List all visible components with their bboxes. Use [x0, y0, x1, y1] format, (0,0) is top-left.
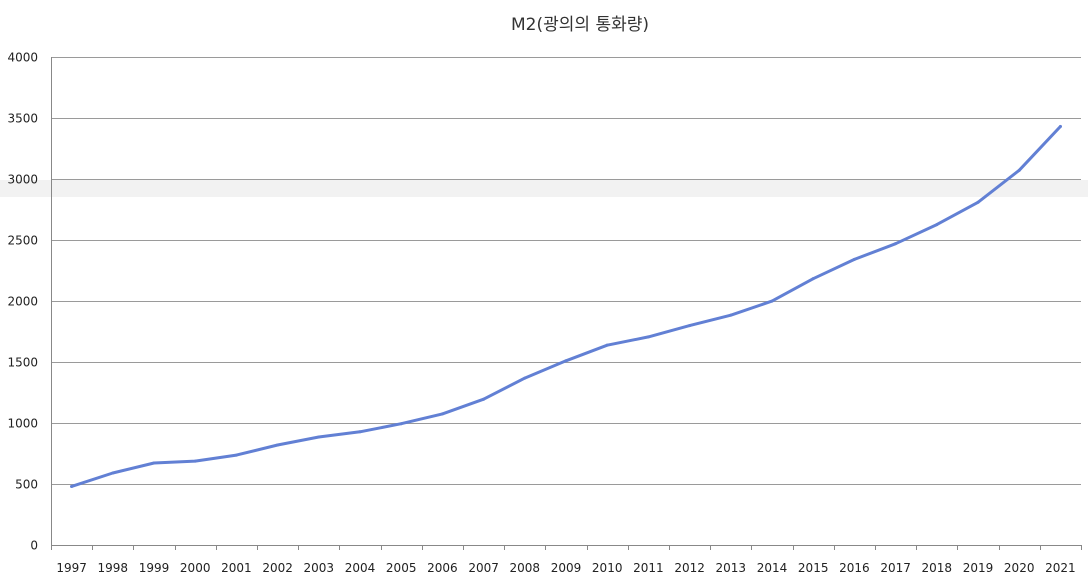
- x-tick-label: 2019: [963, 561, 994, 575]
- x-tick-label: 2002: [262, 561, 293, 575]
- chart-title: M2(광의의 통화량): [511, 15, 649, 35]
- x-tick-label: 2014: [757, 561, 788, 575]
- x-tick-label: 2010: [592, 561, 623, 575]
- data-point: [935, 223, 939, 227]
- x-tick-label: 2008: [510, 561, 541, 575]
- y-tick-label: 2000: [7, 295, 38, 309]
- x-tick-label: 2006: [427, 561, 458, 575]
- x-tick-label: 2011: [633, 561, 664, 575]
- data-point: [234, 453, 238, 457]
- x-tick-labels: 1997 1998 1999 2000 2001 2002 2003 2004 2005 2006…: [56, 561, 1075, 575]
- x-tick-label: 2016: [839, 561, 870, 575]
- data-point: [276, 443, 280, 447]
- series-group: [70, 125, 1062, 488]
- data-point: [729, 313, 733, 317]
- x-tick-label: 2017: [880, 561, 911, 575]
- x-tick-label: 1997: [56, 561, 87, 575]
- y-tick-label: 0: [30, 539, 38, 553]
- data-point: [70, 484, 74, 488]
- data-point: [1017, 168, 1021, 172]
- data-point: [894, 242, 898, 246]
- series-line: [70, 125, 1062, 488]
- x-tick-label: 2020: [1004, 561, 1035, 575]
- data-point: [193, 459, 197, 463]
- y-tick-labels: 0 500 1000 1500 2000 2500 3000 3500 4000: [7, 51, 38, 553]
- x-tick-label: 2021: [1045, 561, 1076, 575]
- y-tick-label: 4000: [7, 51, 38, 65]
- data-point: [523, 376, 527, 380]
- highlight-band: [0, 180, 1088, 197]
- data-point: [646, 335, 650, 339]
- data-point: [440, 412, 444, 416]
- x-tick-label: 2009: [551, 561, 582, 575]
- y-tick-label: 1000: [7, 417, 38, 431]
- x-tick-label: 2007: [468, 561, 499, 575]
- data-point: [564, 359, 568, 363]
- data-point: [976, 200, 980, 204]
- x-tick-label: 2018: [922, 561, 953, 575]
- data-point: [770, 299, 774, 303]
- data-point: [688, 324, 692, 328]
- x-tick-label: 2015: [798, 561, 829, 575]
- x-tick-label: 1998: [98, 561, 129, 575]
- y-tick-label: 500: [15, 478, 38, 492]
- axes: [51, 57, 1082, 550]
- data-point: [482, 397, 486, 401]
- data-point: [317, 435, 321, 439]
- x-tick-label: 2004: [345, 561, 376, 575]
- x-tick-label: 2005: [386, 561, 417, 575]
- data-point: [111, 471, 115, 475]
- data-point: [152, 461, 156, 465]
- x-tick-label: 2003: [304, 561, 335, 575]
- y-tick-label: 3000: [7, 173, 38, 187]
- y-tick-label: 1500: [7, 356, 38, 370]
- data-point: [811, 277, 815, 281]
- x-tick-label: 1999: [139, 561, 170, 575]
- y-tick-label: 3500: [7, 112, 38, 126]
- x-tick-label: 2000: [180, 561, 211, 575]
- x-tick-label: 2012: [674, 561, 705, 575]
- data-point: [358, 430, 362, 434]
- x-tick-label: 2001: [221, 561, 252, 575]
- gridlines: [51, 57, 1081, 546]
- data-point: [399, 422, 403, 426]
- data-point: [1058, 125, 1062, 129]
- data-point: [852, 257, 856, 261]
- data-point: [605, 343, 609, 347]
- x-tick-label: 2013: [716, 561, 747, 575]
- y-tick-label: 2500: [7, 234, 38, 248]
